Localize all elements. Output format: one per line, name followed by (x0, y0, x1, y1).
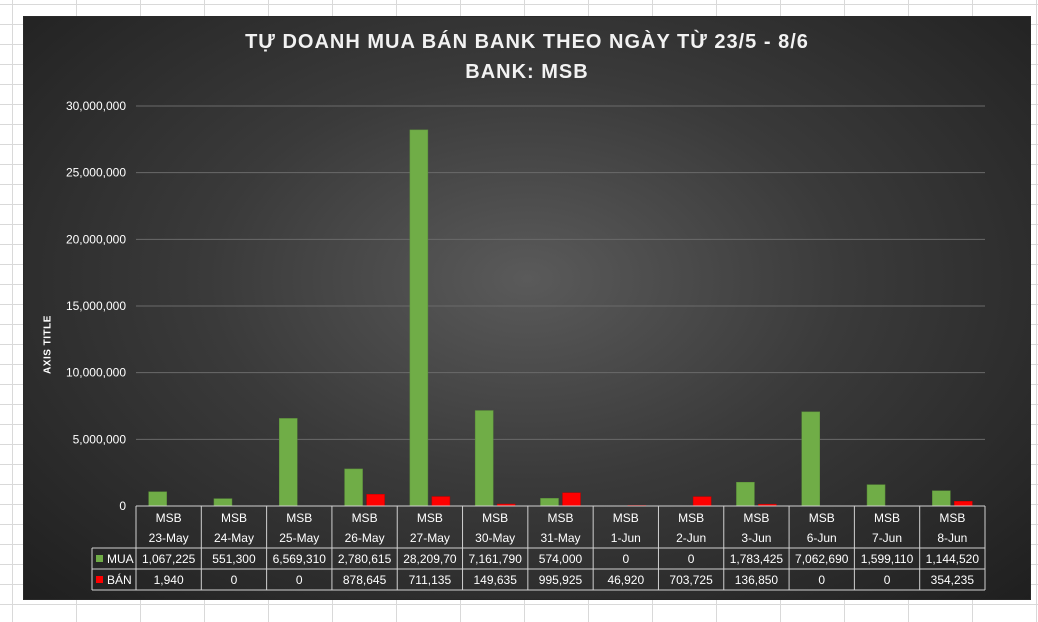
category-group-label: MSB (678, 511, 704, 525)
bar-mua (474, 410, 494, 507)
bar-mua (932, 490, 951, 507)
bar-mua (213, 498, 233, 507)
category-label: 24-May (214, 531, 254, 545)
table-value: 703,725 (669, 573, 713, 587)
y-tick-label: 10,000,000 (66, 366, 126, 380)
table-value: 28,209,70 (403, 552, 457, 566)
legend-key (96, 576, 103, 583)
category-group-label: MSB (417, 511, 443, 525)
table-value: 1,144,520 (926, 552, 980, 566)
bar-mua (409, 129, 429, 507)
table-value: 551,300 (212, 552, 256, 566)
table-value: 0 (296, 573, 303, 587)
chart-plot: 0 5,000,000 10,000,000 15,000,000 20,000,000… (66, 99, 986, 591)
y-tick-label: 15,000,000 (66, 299, 126, 313)
table-value: 0 (688, 552, 695, 566)
category-group-label: MSB (939, 511, 965, 525)
category-group-label: MSB (874, 511, 900, 525)
table-value: 136,850 (735, 573, 779, 587)
bar-ban (431, 496, 451, 507)
table-value: 149,635 (473, 573, 517, 587)
table-value: 0 (622, 552, 629, 566)
chart-area[interactable]: TỰ DOANH MUA BÁN BANK THEO NGÀY TỪ 23/5 … (24, 17, 1030, 599)
table-value: 574,000 (539, 552, 583, 566)
table-value: 0 (231, 573, 238, 587)
bar-ban (562, 492, 581, 507)
category-label: 25-May (279, 531, 319, 545)
category-group-label: MSB (547, 511, 573, 525)
table-value: 7,161,790 (468, 552, 522, 566)
category-label: 27-May (410, 531, 450, 545)
category-label: 2-Jun (676, 531, 706, 545)
category-group-label: MSB (221, 511, 247, 525)
category-group-label: MSB (743, 511, 769, 525)
table-value: 0 (884, 573, 891, 587)
bar-mua (801, 411, 820, 507)
table-value: 354,235 (931, 573, 975, 587)
table-value: 1,599,110 (861, 552, 914, 566)
category-label: 3-Jun (741, 531, 771, 545)
table-value: 2,780,615 (338, 552, 392, 566)
category-group-label: MSB (352, 511, 378, 525)
category-label: 8-Jun (937, 531, 967, 545)
category-label: 26-May (345, 531, 385, 545)
bar-ban (692, 496, 712, 507)
category-group-label: MSB (809, 511, 835, 525)
chart-subtitle: BANK: MSB (465, 61, 589, 83)
category-group-label: MSB (156, 511, 182, 525)
category-group-label: MSB (482, 511, 508, 525)
table-value: 1,783,425 (730, 552, 784, 566)
bar-mua (279, 418, 298, 507)
category-label: 6-Jun (807, 531, 837, 545)
y-tick-label: 5,000,000 (73, 432, 127, 446)
legend-key (96, 555, 103, 562)
table-value: 1,067,225 (142, 552, 196, 566)
category-label: 31-May (540, 531, 580, 545)
y-tick-label: 25,000,000 (66, 166, 126, 180)
table-value: 6,569,310 (273, 552, 327, 566)
y-tick-label: 20,000,000 (66, 232, 126, 246)
table-value: 1,940 (154, 573, 184, 587)
bar-mua (344, 468, 363, 507)
category-label: 30-May (475, 531, 515, 545)
y-tick-label: 30,000,000 (66, 99, 126, 113)
bar-mua (736, 481, 755, 507)
bar-mua (148, 491, 167, 507)
category-label: 1-Jun (611, 531, 641, 545)
table-value: 878,645 (343, 573, 387, 587)
category-group-label: MSB (613, 511, 639, 525)
table-value: 0 (818, 573, 825, 587)
legend-entry: BÁN (107, 572, 132, 587)
legend-entry: MUA (107, 552, 134, 566)
bar-mua (866, 484, 886, 507)
table-value: 711,135 (409, 573, 452, 587)
category-label: 7-Jun (872, 531, 902, 545)
table-value: 995,925 (539, 573, 583, 587)
y-tick-label: 0 (119, 499, 126, 513)
bar-ban (954, 501, 973, 507)
bar-mua (540, 498, 559, 507)
category-group-label: MSB (286, 511, 312, 525)
table-value: 7,062,690 (795, 552, 849, 566)
category-label: 23-May (149, 531, 189, 545)
table-value: 46,920 (607, 573, 644, 587)
bar-ban (366, 494, 385, 507)
chart-title: TỰ DOANH MUA BÁN BANK THEO NGÀY TỪ 23/5 … (245, 31, 809, 53)
